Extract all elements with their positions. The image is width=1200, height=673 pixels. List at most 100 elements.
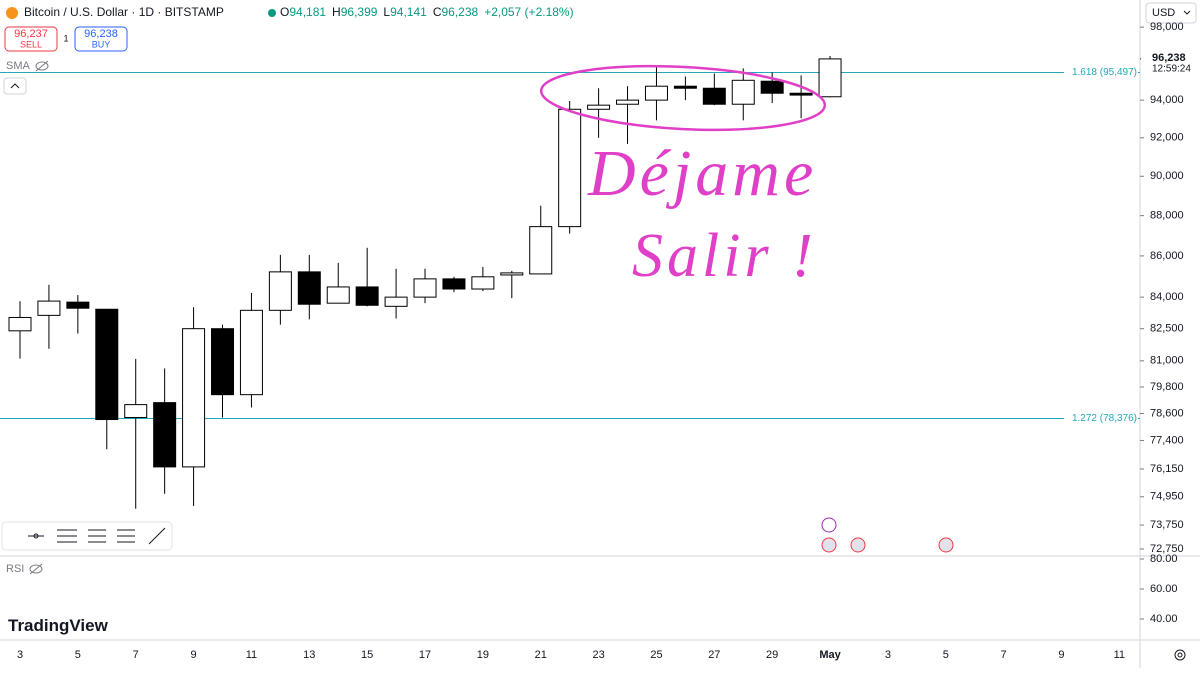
x-tick-label: 3: [17, 649, 23, 661]
dropdown-icon: [1183, 10, 1191, 15]
last-price-bg: [1141, 48, 1199, 75]
hide-icon[interactable]: [35, 60, 49, 72]
x-tick-label: 11: [1114, 649, 1125, 661]
y-tick-label: 81,000: [1150, 355, 1184, 367]
y-tick-label: 98,000: [1150, 21, 1184, 33]
candle-body: [818, 58, 842, 98]
ohlc-header: O94,181 H96,399 L94,141 C96,238 +2,057 (+2.1…: [280, 5, 574, 19]
plot: 1.618 (95,497) 1.272 (78,376): [0, 55, 1140, 509]
collapse-button[interactable]: [3, 77, 27, 95]
event-flag[interactable]: [850, 537, 866, 553]
y-tick-label: 79,800: [1150, 381, 1184, 393]
buy-label: BUY: [92, 39, 111, 49]
x-tick-label: 19: [477, 649, 489, 661]
annotation-text: Déjame: [587, 137, 817, 210]
sell-button[interactable]: [4, 26, 58, 52]
candle-body: [587, 104, 611, 110]
ohlc-value: 94,181: [289, 5, 326, 19]
x-tick-label: 29: [766, 649, 778, 661]
market-status: [268, 9, 276, 17]
y-tick-label: 82,500: [1150, 323, 1184, 335]
ohlc-key: H: [332, 5, 341, 19]
x-tick-label: 21: [535, 649, 547, 661]
spread: 1: [63, 33, 68, 43]
candle-body: [413, 278, 437, 298]
candle-body: [789, 92, 813, 96]
candle-body: [37, 300, 61, 316]
candle-body: [268, 271, 292, 311]
x-tick-label: 3: [885, 649, 891, 661]
event-flag[interactable]: [938, 537, 954, 553]
candle-body: [471, 276, 495, 290]
fib-label-bg: [1064, 65, 1138, 80]
candle-body: [500, 272, 524, 276]
candle-body: [95, 308, 119, 421]
drawing-toolbar: [1, 521, 173, 551]
candle-body: [239, 309, 263, 396]
candle-body: [616, 99, 640, 105]
x-tick-label: 17: [419, 649, 431, 661]
candle-body: [124, 404, 148, 419]
x-tick-label: 7: [133, 649, 139, 661]
chevron-icon: [10, 83, 20, 89]
candle-body: [211, 328, 235, 396]
toolbar-icons: [28, 527, 166, 545]
event-icon[interactable]: [821, 517, 837, 533]
brand-name: TradingView: [8, 616, 109, 635]
y-tick-label: 73,750: [1150, 519, 1184, 531]
rsi-tick-label: 80.00: [1150, 553, 1178, 565]
x-tick-label: 25: [650, 649, 662, 661]
y-tick-label: 86,000: [1150, 250, 1184, 262]
candle-body: [297, 271, 321, 305]
y-tick-label: 94,000: [1150, 94, 1184, 106]
annotation-circle: [539, 64, 827, 132]
currency-button[interactable]: [1145, 2, 1197, 24]
brand-logo: TradingView: [8, 616, 109, 635]
ohlc-text: O94,181 H96,399 L94,141 C96,238 +2,057 (+2.1…: [280, 5, 574, 19]
candle-body: [355, 286, 379, 306]
sell-price: 96,237: [14, 28, 48, 40]
candle-body: [153, 402, 177, 468]
sma-label[interactable]: SMA: [6, 60, 31, 72]
event-flag[interactable]: [821, 537, 837, 553]
x-tick-label: 5: [75, 649, 81, 661]
y-tick-label: 76,150: [1150, 463, 1184, 475]
candle-body: [326, 286, 350, 304]
rsi-tick-label: 40.00: [1150, 613, 1178, 625]
y-tick-label: 90,000: [1150, 170, 1184, 182]
candle-body: [384, 296, 408, 307]
fib-label-bg: [1064, 411, 1138, 426]
candle-body: [673, 85, 697, 89]
candle-body: [442, 278, 466, 290]
ohlc-value: 94,141: [390, 5, 427, 19]
annotation-text: Salir !: [632, 222, 817, 290]
buy-button[interactable]: [74, 26, 128, 52]
ohlc-key: C: [433, 5, 442, 19]
countdown: 12:59:24: [1152, 64, 1191, 75]
y-tick-label: 72,750: [1150, 543, 1184, 555]
x-tick-label: 5: [943, 649, 949, 661]
x-tick-label: 9: [191, 649, 197, 661]
y-tick-label: 77,400: [1150, 434, 1184, 446]
y-tick-label: 84,000: [1150, 291, 1184, 303]
y-tick-label: 88,000: [1150, 210, 1184, 222]
x-tick-label: 13: [303, 649, 315, 661]
ohlc-key: L: [383, 5, 390, 19]
rsi-label[interactable]: RSI: [6, 563, 24, 575]
y-tick-label: 92,000: [1150, 132, 1184, 144]
x-tick-label: May: [819, 649, 841, 661]
candle-body: [760, 80, 784, 94]
candle-body: [182, 328, 206, 468]
candle-body: [558, 108, 582, 228]
ohlc-key: O: [280, 5, 289, 19]
fib-label: 1.618 (95,497): [1072, 67, 1137, 78]
settings-icon[interactable]: [1174, 649, 1186, 661]
hide-icon[interactable]: [29, 563, 43, 575]
y-tick-label: 74,950: [1150, 491, 1184, 503]
buy-price: 96,238: [84, 28, 118, 40]
fib-label: 1.272 (78,376): [1072, 413, 1137, 424]
x-tick-label: 11: [246, 649, 257, 661]
candle-body: [529, 226, 553, 275]
symbol-title[interactable]: Bitcoin / U.S. Dollar · 1D · BITSTAMP: [24, 5, 224, 19]
